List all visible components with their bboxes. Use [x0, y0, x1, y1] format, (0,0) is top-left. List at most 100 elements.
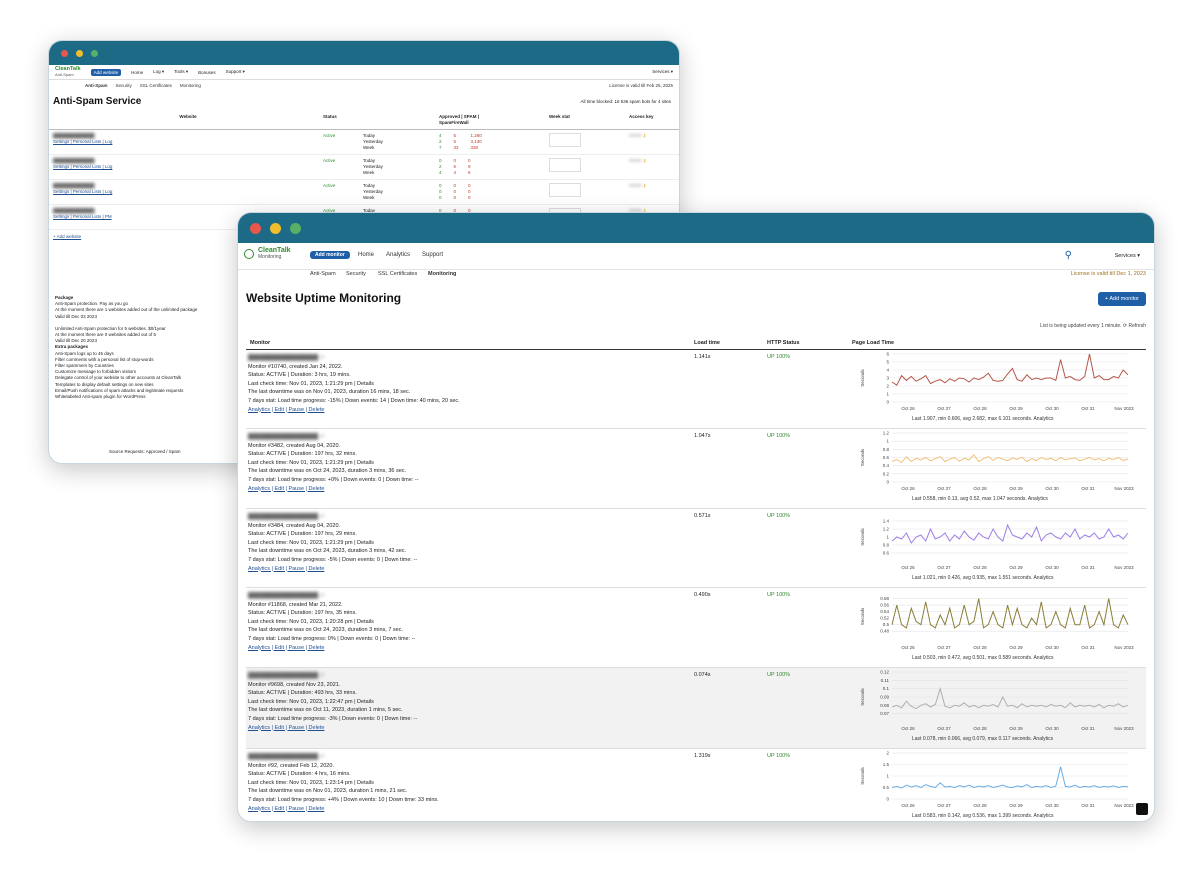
nav-bonuses[interactable]: Bonuses	[198, 69, 216, 75]
load-time-chart: 0.6 0.8 1 1.2 1.4 Seconds Oct 26 Oct 27 Oct 28 Oc…	[860, 519, 1134, 571]
monitor-url[interactable]: ██████████████████ ↗	[248, 434, 325, 440]
nav-analytics[interactable]: Analytics	[386, 252, 411, 258]
http-status-value: UP 100%	[767, 753, 791, 759]
sfw-value: 0	[468, 158, 471, 163]
col-monitor[interactable]: Monitor	[250, 340, 271, 346]
nav-log[interactable]: Log ▾	[153, 69, 165, 74]
x-tick-label: Oct 28	[973, 406, 987, 411]
approved-value: 7	[439, 145, 442, 150]
services-menu[interactable]: Services ▾	[1114, 253, 1140, 259]
expand-icon[interactable]	[1136, 803, 1148, 815]
nav-support[interactable]: Support	[422, 252, 444, 258]
logo[interactable]: CleanTalk Monitoring	[244, 247, 291, 260]
website-links[interactable]: Settings | Personal Lists | Log	[53, 189, 113, 194]
approved-value: 0	[439, 189, 442, 194]
load-time-value: 1.047s	[694, 433, 711, 439]
x-tick-label: Oct 29	[1009, 645, 1023, 650]
logo[interactable]: CleanTalk Anti-Spam	[55, 66, 81, 78]
monitor-actions[interactable]: Analytics | Edit | Pause | Delete	[248, 565, 325, 572]
monitor-last-check: Last check time: Nov 01, 2023, 1:22:47 p…	[248, 698, 374, 705]
http-status-value: UP 100%	[767, 592, 791, 598]
subnav-security[interactable]: Security	[346, 271, 366, 277]
approved-value: 4	[439, 170, 442, 175]
y-axis-label: Seconds	[860, 368, 865, 386]
period-label: Yesterday	[363, 164, 383, 169]
spam-value: 5	[453, 133, 457, 138]
monitor-url[interactable]: ██████████████████ ↗	[248, 514, 325, 520]
nav-tools[interactable]: Tools ▾	[174, 69, 189, 74]
nav-home[interactable]: Home	[131, 69, 144, 75]
y-tick-label: 1	[886, 439, 889, 444]
close-window-button[interactable]	[250, 223, 261, 234]
y-tick-label: 5	[886, 360, 889, 365]
maximize-window-button[interactable]	[91, 50, 98, 57]
subnav-ssl[interactable]: SSL Certificates	[139, 82, 172, 88]
monitor-downtime: The last downtime was on Oct 24, 2023, d…	[248, 548, 407, 555]
x-tick-label: Nov 2023	[1114, 726, 1134, 731]
website-links[interactable]: Settings | Personal Lists | Log	[53, 164, 113, 169]
notifications-icon[interactable]: ⚲	[1064, 250, 1072, 261]
key-icon[interactable]: ⚷	[642, 208, 647, 213]
y-tick-label: 0.12	[880, 670, 889, 675]
x-tick-label: Oct 26	[901, 803, 915, 808]
col-http-status[interactable]: HTTP Status	[767, 340, 800, 346]
monitor-last-check: Last check time: Nov 01, 2023, 1:21:29 p…	[248, 380, 374, 387]
sfw-value: 9	[468, 164, 471, 169]
monitor-actions[interactable]: Analytics | Edit | Pause | Delete	[248, 485, 325, 492]
refresh-info[interactable]: List is being updated every 1 minute. ⟳ …	[1040, 323, 1146, 329]
website-url[interactable]: █████████████	[53, 208, 95, 213]
extra-line: Filter spammers by Countries	[55, 363, 114, 369]
monitor-actions[interactable]: Analytics | Edit | Pause | Delete	[248, 644, 325, 651]
package-line: At the moment there are 1 websites added…	[55, 307, 198, 313]
load-time-series-line	[891, 353, 1129, 386]
subnav-monitoring[interactable]: Monitoring	[428, 271, 457, 277]
key-icon[interactable]: ⚷	[642, 158, 647, 163]
minimize-window-button[interactable]	[76, 50, 83, 57]
minimize-window-button[interactable]	[270, 223, 281, 234]
close-window-button[interactable]	[61, 50, 68, 57]
nav-home[interactable]: Home	[358, 252, 375, 258]
col-load-time[interactable]: Load time	[694, 340, 720, 346]
col-week-stat: Week stat	[549, 114, 570, 119]
subnav-monitoring[interactable]: Monitoring	[179, 82, 201, 88]
page-load-chart: 0 0.5 1 1.5 2 Seconds Oct 26 Oct 27 Oct 28 Oct 29…	[852, 749, 1146, 820]
subnav-anti-spam[interactable]: Anti-Spam	[310, 271, 336, 277]
period-label: Yesterday	[363, 189, 383, 194]
website-url[interactable]: █████████████	[53, 183, 95, 188]
key-icon[interactable]: ⚷	[642, 133, 647, 138]
add-website-link[interactable]: + Add website	[53, 234, 82, 239]
monitor-info: ██████████████████ ↗ Monitor #10740, crea…	[248, 354, 668, 414]
add-monitor-nav-button[interactable]: Add monitor	[310, 251, 350, 259]
spam-value: 0	[453, 189, 457, 194]
monitor-url[interactable]: ██████████████████ ↗	[248, 754, 325, 760]
nav-support[interactable]: Support ▾	[225, 69, 245, 74]
monitor-url[interactable]: ██████████████████ ↗	[248, 355, 325, 361]
sfw-value: 3,130	[470, 139, 482, 144]
subnav-security[interactable]: Security	[115, 82, 132, 88]
subnav-anti-spam[interactable]: Anti-Spam	[85, 82, 108, 88]
add-monitor-button[interactable]: + Add monitor	[1097, 292, 1146, 306]
services-menu[interactable]: Services ▾	[652, 69, 673, 74]
maximize-window-button[interactable]	[290, 223, 301, 234]
logo-subtitle: Monitoring	[258, 254, 282, 260]
website-url[interactable]: █████████████	[53, 158, 95, 163]
approved-value: 0	[439, 158, 442, 163]
product-subnav: Anti-Spam Security SSL Certificates Moni…	[238, 270, 1154, 280]
add-website-button[interactable]: Add website	[90, 68, 122, 76]
http-status-value: UP 100%	[767, 433, 791, 439]
x-tick-label: Oct 30	[1045, 486, 1059, 491]
approved-value: 0	[439, 195, 442, 200]
package-line: Valid till Dec 03 2023	[55, 313, 97, 319]
monitor-row: ██████████████████ ↗ Monitor #92, created…	[246, 749, 1146, 821]
monitor-url[interactable]: ██████████████████ ↗	[248, 593, 325, 599]
website-links[interactable]: Settings | Personal Lists | Log	[53, 139, 113, 144]
monitor-actions[interactable]: Analytics | Edit | Pause | Delete	[248, 805, 325, 812]
monitor-actions[interactable]: Analytics | Edit | Pause | Delete	[248, 406, 325, 413]
monitor-actions[interactable]: Analytics | Edit | Pause | Delete	[248, 724, 325, 731]
monitor-url[interactable]: ██████████████████ ↗	[248, 673, 325, 679]
subnav-ssl[interactable]: SSL Certificates	[378, 271, 418, 277]
key-icon[interactable]: ⚷	[642, 183, 647, 188]
website-url[interactable]: █████████████	[53, 133, 95, 138]
website-links[interactable]: Settings | Personal Lists | PM	[53, 214, 112, 219]
